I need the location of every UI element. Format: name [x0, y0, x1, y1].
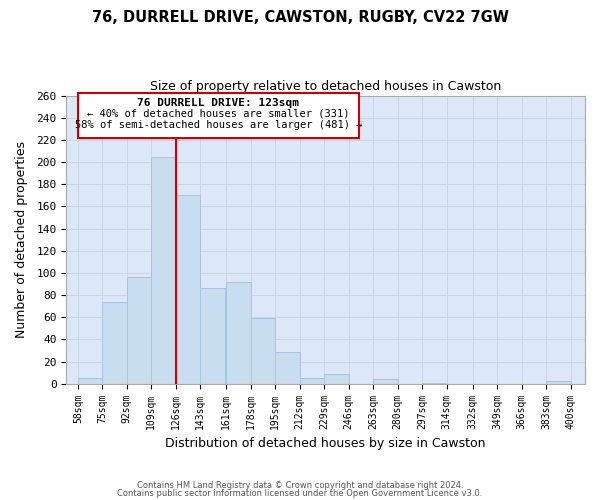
Bar: [422, 382, 446, 384]
Bar: [103, 302, 127, 384]
Text: Contains public sector information licensed under the Open Government Licence v3: Contains public sector information licen…: [118, 488, 482, 498]
Text: 76, DURRELL DRIVE, CAWSTON, RUGBY, CV22 7GW: 76, DURRELL DRIVE, CAWSTON, RUGBY, CV22 …: [92, 10, 508, 25]
Text: Contains HM Land Registry data © Crown copyright and database right 2024.: Contains HM Land Registry data © Crown c…: [137, 481, 463, 490]
Bar: [127, 278, 151, 384]
Bar: [176, 196, 200, 384]
Bar: [546, 382, 571, 384]
Bar: [373, 380, 398, 384]
Bar: [78, 378, 103, 384]
Bar: [200, 288, 225, 384]
X-axis label: Distribution of detached houses by size in Cawston: Distribution of detached houses by size …: [166, 437, 486, 450]
Text: ← 40% of detached houses are smaller (331): ← 40% of detached houses are smaller (33…: [87, 109, 350, 119]
Title: Size of property relative to detached houses in Cawston: Size of property relative to detached ho…: [150, 80, 501, 93]
FancyBboxPatch shape: [78, 94, 359, 138]
Bar: [275, 352, 300, 384]
Text: 76 DURRELL DRIVE: 123sqm: 76 DURRELL DRIVE: 123sqm: [137, 98, 299, 108]
Bar: [226, 282, 251, 384]
Text: 58% of semi-detached houses are larger (481) →: 58% of semi-detached houses are larger (…: [74, 120, 362, 130]
Bar: [151, 156, 176, 384]
Y-axis label: Number of detached properties: Number of detached properties: [15, 141, 28, 338]
Bar: [251, 318, 275, 384]
Bar: [300, 378, 324, 384]
Bar: [324, 374, 349, 384]
